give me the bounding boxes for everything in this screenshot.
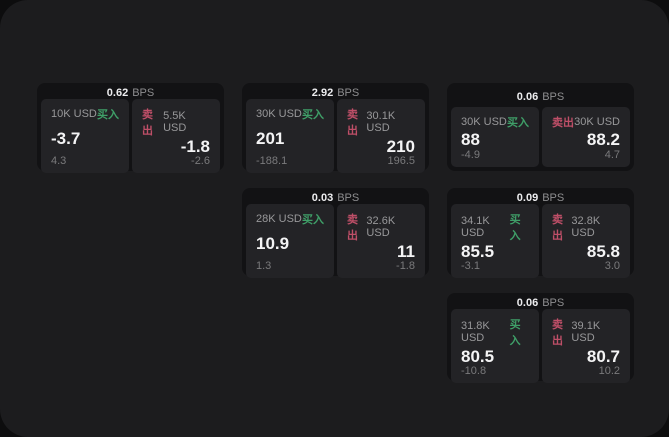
- sell-side-label: 卖出: [552, 319, 563, 347]
- sell-tile[interactable]: 卖出 30.1K USD 210 196.5: [337, 99, 425, 173]
- buy-price: 80.5: [461, 347, 495, 366]
- sell-size: 30K USD: [574, 116, 620, 128]
- spread-bps-unit: BPS: [542, 192, 565, 204]
- price-tiles: 34.1K USD 买入 85.5 -3.1 卖出 32.8K USD 85.8…: [451, 204, 630, 278]
- spread-bps-value: 0.06: [516, 91, 539, 103]
- sell-size: 5.5K USD: [163, 110, 187, 134]
- spread-header: 0.09 BPS: [451, 192, 630, 204]
- quote-card: 2.92 BPS 30K USD 买入 201 -188.1 卖出 30.1K …: [242, 83, 429, 173]
- buy-tile[interactable]: 30K USD 买入 201 -188.1: [246, 99, 334, 173]
- spread-header: 0.62 BPS: [41, 87, 220, 99]
- spread-bps-value: 2.92: [311, 87, 334, 99]
- sell-size: 30.1K USD: [366, 110, 396, 134]
- buy-size: 31.8K USD: [461, 320, 490, 344]
- sell-side-label: 卖出: [552, 117, 574, 129]
- quote-card-grid: 0.62 BPS 10K USD 买入 -3.7 4.3 卖出 5.5K USD: [37, 83, 634, 383]
- sell-change: -2.6: [191, 155, 210, 167]
- buy-size: 34.1K USD: [461, 215, 490, 239]
- quote-card: 0.03 BPS 28K USD 买入 10.9 1.3 卖出 32.6K US…: [242, 188, 429, 278]
- buy-tile[interactable]: 28K USD 买入 10.9 1.3: [246, 204, 334, 278]
- sell-tile[interactable]: 卖出 32.6K USD 11 -1.8: [337, 204, 425, 278]
- sell-size: 32.8K USD: [571, 215, 601, 239]
- buy-side-label: 买入: [302, 214, 324, 226]
- sell-price: 210: [386, 137, 415, 156]
- spread-bps-value: 0.03: [311, 192, 334, 204]
- sell-change: 196.5: [387, 155, 415, 167]
- buy-change: -4.9: [461, 149, 480, 161]
- sell-change: 10.2: [598, 365, 620, 377]
- buy-price: 10.9: [256, 234, 290, 253]
- sell-price: 85.8: [586, 242, 620, 261]
- spread-header: 0.06 BPS: [451, 87, 630, 107]
- price-tiles: 28K USD 买入 10.9 1.3 卖出 32.6K USD 11 -1.8: [246, 204, 425, 278]
- quote-card: 0.06 BPS 31.8K USD 买入 80.5 -10.8 卖出 39.1…: [447, 293, 634, 383]
- buy-side-label: 买入: [507, 117, 529, 129]
- sell-side-label: 卖出: [347, 109, 358, 137]
- quote-card: 0.06 BPS 30K USD 买入 88 -4.9 卖出 30K USD: [447, 83, 634, 171]
- sell-side-label: 卖出: [347, 214, 358, 242]
- price-tiles: 30K USD 买入 88 -4.9 卖出 30K USD 88.2 4.7: [451, 107, 630, 167]
- sell-change: 3.0: [604, 260, 620, 272]
- buy-side-label: 买入: [97, 109, 119, 121]
- spread-bps-unit: BPS: [337, 192, 360, 204]
- quote-card: 0.09 BPS 34.1K USD 买入 85.5 -3.1 卖出 32.8K…: [447, 188, 634, 278]
- buy-size: 30K USD: [256, 108, 302, 120]
- buy-size: 30K USD: [461, 116, 507, 128]
- buy-size: 28K USD: [256, 213, 302, 225]
- spread-bps-value: 0.62: [106, 87, 129, 99]
- buy-size: 10K USD: [51, 108, 97, 120]
- sell-tile[interactable]: 卖出 39.1K USD 80.7 10.2: [542, 309, 630, 383]
- buy-tile[interactable]: 30K USD 买入 88 -4.9: [451, 107, 539, 167]
- spread-header: 2.92 BPS: [246, 87, 425, 99]
- sell-side-label: 卖出: [142, 109, 153, 137]
- sell-side-label: 卖出: [552, 214, 563, 242]
- spread-bps-value: 0.06: [516, 297, 539, 309]
- buy-side-label: 买入: [509, 319, 521, 347]
- buy-change: 4.3: [51, 155, 67, 167]
- price-tiles: 31.8K USD 买入 80.5 -10.8 卖出 39.1K USD 80.…: [451, 309, 630, 383]
- sell-size: 32.6K USD: [366, 215, 396, 239]
- buy-tile[interactable]: 31.8K USD 买入 80.5 -10.8: [451, 309, 539, 383]
- buy-tile[interactable]: 10K USD 买入 -3.7 4.3: [41, 99, 129, 173]
- sell-tile[interactable]: 卖出 5.5K USD -1.8 -2.6: [132, 99, 220, 173]
- spread-header: 0.03 BPS: [246, 192, 425, 204]
- sell-tile[interactable]: 卖出 30K USD 88.2 4.7: [542, 107, 630, 167]
- buy-change: -3.1: [461, 260, 480, 272]
- spread-bps-unit: BPS: [132, 87, 155, 99]
- sell-price: -1.8: [180, 137, 210, 156]
- sell-price: 88.2: [586, 130, 620, 149]
- spread-bps-unit: BPS: [542, 297, 565, 309]
- sell-size: 39.1K USD: [571, 320, 601, 344]
- price-tiles: 30K USD 买入 201 -188.1 卖出 30.1K USD 210 1…: [246, 99, 425, 173]
- buy-side-label: 买入: [302, 109, 324, 121]
- buy-change: -10.8: [461, 365, 487, 377]
- sell-change: -1.8: [396, 260, 415, 272]
- quote-card: 0.62 BPS 10K USD 买入 -3.7 4.3 卖出 5.5K USD: [37, 83, 224, 173]
- spread-bps-unit: BPS: [337, 87, 360, 99]
- price-tiles: 10K USD 买入 -3.7 4.3 卖出 5.5K USD -1.8 -2.…: [41, 99, 220, 173]
- sell-price: 11: [397, 242, 415, 261]
- buy-price: -3.7: [51, 129, 81, 148]
- buy-price: 201: [256, 129, 285, 148]
- sell-tile[interactable]: 卖出 32.8K USD 85.8 3.0: [542, 204, 630, 278]
- buy-change: -188.1: [256, 155, 288, 167]
- sell-price: 80.7: [586, 347, 620, 366]
- buy-side-label: 买入: [509, 214, 521, 242]
- spread-header: 0.06 BPS: [451, 297, 630, 309]
- buy-tile[interactable]: 34.1K USD 买入 85.5 -3.1: [451, 204, 539, 278]
- buy-price: 88: [461, 130, 480, 149]
- spread-bps-value: 0.09: [516, 192, 539, 204]
- buy-price: 85.5: [461, 242, 495, 261]
- spread-bps-unit: BPS: [542, 91, 565, 103]
- buy-change: 1.3: [256, 260, 272, 272]
- sell-change: 4.7: [604, 149, 620, 161]
